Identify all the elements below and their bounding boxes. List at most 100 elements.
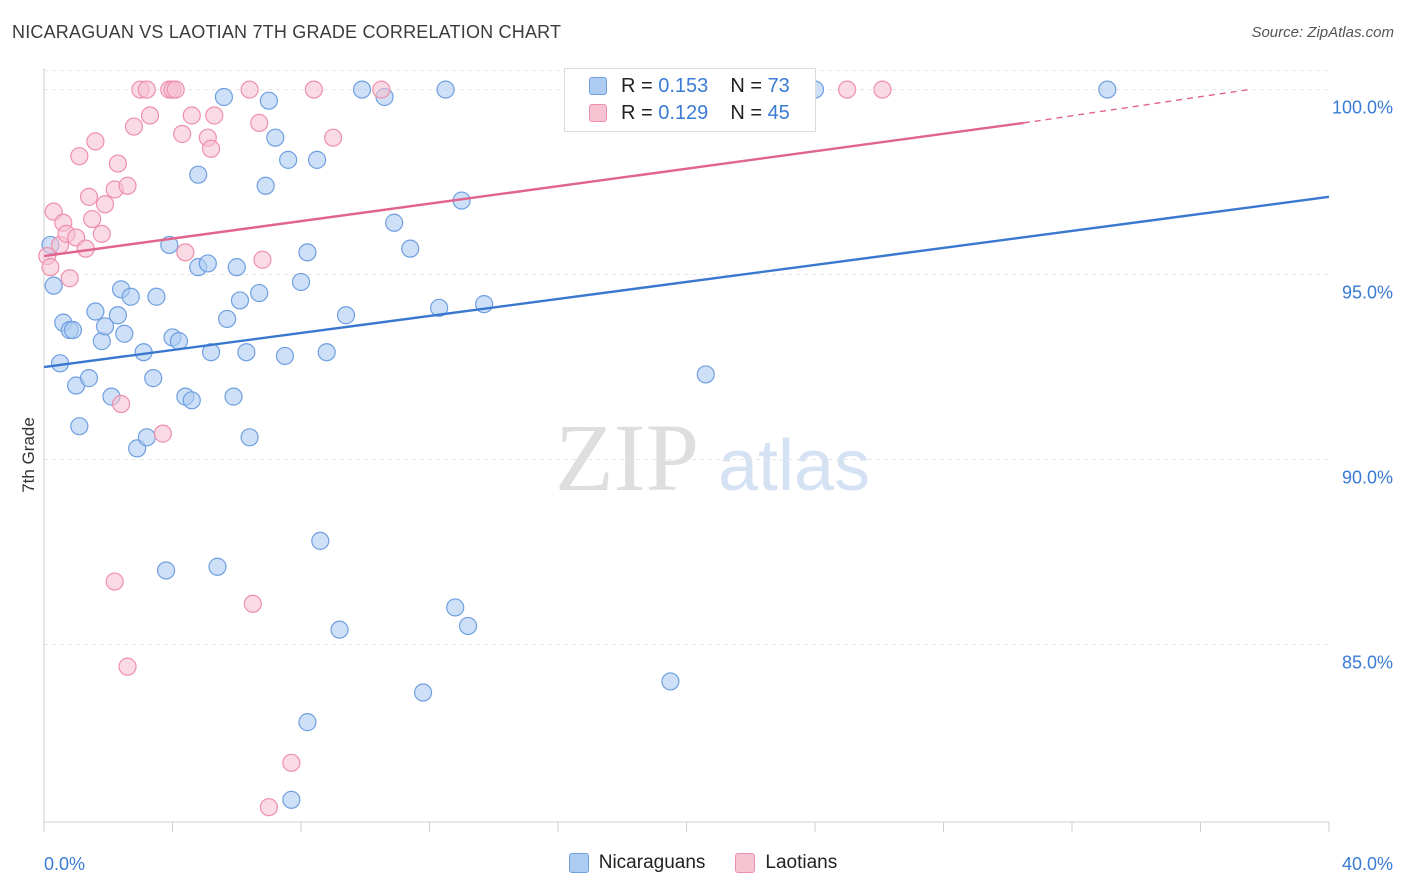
point-laotians	[372, 80, 391, 99]
point-nicaraguans	[224, 387, 243, 406]
point-laotians	[108, 154, 127, 173]
point-nicaraguans	[330, 620, 349, 639]
point-laotians	[95, 195, 115, 214]
point-nicaraguans	[311, 531, 330, 550]
point-laotians	[105, 572, 124, 591]
point-nicaraguans	[240, 428, 259, 447]
source-credit: Source: ZipAtlas.com	[1251, 24, 1394, 41]
point-laotians	[838, 80, 857, 99]
point-nicaraguans	[156, 561, 176, 580]
trend-line-laotians-extension	[1023, 88, 1249, 124]
point-nicaraguans	[147, 287, 166, 306]
trend-line-laotians	[43, 121, 1024, 258]
point-nicaraguans	[137, 428, 156, 447]
stats-legend: R = 0.153 N = 73 R = 0.129 N = 45	[564, 68, 816, 132]
legend-n-value: 73	[767, 74, 790, 97]
point-laotians	[111, 394, 131, 414]
point-nicaraguans	[279, 150, 298, 169]
legend-item-laotians: Laotians	[735, 852, 837, 874]
legend-n-label: N =	[730, 74, 768, 97]
legend-swatch-blue	[568, 853, 589, 873]
point-nicaraguans	[1098, 80, 1117, 99]
point-nicaraguans	[256, 176, 275, 195]
point-nicaraguans	[696, 365, 715, 384]
legend-r-label: R =	[621, 101, 659, 124]
point-laotians	[166, 80, 185, 99]
point-nicaraguans	[413, 683, 433, 702]
point-nicaraguans	[336, 306, 356, 325]
legend-n-label: N =	[730, 101, 768, 124]
point-nicaraguans	[214, 87, 233, 107]
watermark-zip: ZIP	[555, 404, 699, 511]
legend-n-value: 45	[767, 101, 790, 124]
point-nicaraguans	[458, 616, 478, 636]
point-laotians	[243, 594, 262, 613]
point-nicaraguans	[70, 417, 89, 436]
point-laotians	[873, 80, 892, 99]
point-laotians	[240, 80, 259, 99]
legend-swatch-blue	[589, 77, 607, 95]
legend-swatch-pink	[589, 104, 607, 122]
point-nicaraguans	[446, 598, 465, 617]
point-laotians	[83, 209, 102, 229]
point-laotians	[201, 139, 221, 158]
point-laotians	[60, 269, 79, 288]
point-nicaraguans	[250, 283, 269, 303]
point-nicaraguans	[218, 309, 237, 329]
y-tick-label: 85.0%	[1342, 652, 1393, 672]
series-legend: Nicaraguans Laotians	[0, 852, 1406, 874]
legend-r-value: 0.153	[658, 74, 709, 97]
point-nicaraguans	[144, 369, 163, 388]
point-laotians	[79, 187, 99, 206]
point-nicaraguans	[275, 346, 295, 366]
legend-label-nicaraguans: Nicaraguans	[598, 852, 706, 873]
point-nicaraguans	[182, 391, 201, 410]
point-nicaraguans	[317, 343, 336, 362]
chart-title: NICARAGUAN VS LAOTIAN 7TH GRADE CORRELAT…	[12, 22, 562, 42]
point-nicaraguans	[95, 317, 115, 336]
point-laotians	[118, 657, 137, 676]
point-nicaraguans	[259, 91, 278, 110]
y-tick-label: 95.0%	[1342, 283, 1393, 303]
point-nicaraguans	[298, 713, 317, 732]
point-nicaraguans	[227, 258, 246, 277]
point-nicaraguans	[169, 332, 189, 351]
point-nicaraguans	[198, 254, 217, 273]
point-laotians	[324, 128, 343, 147]
point-laotians	[153, 424, 172, 443]
legend-row-nicaraguans: R = 0.153 N = 73	[589, 73, 790, 99]
point-laotians	[205, 106, 224, 125]
point-nicaraguans	[436, 80, 455, 99]
y-tick-label: 90.0%	[1342, 467, 1393, 487]
point-nicaraguans	[108, 306, 127, 325]
point-nicaraguans	[661, 672, 680, 691]
point-nicaraguans	[385, 213, 404, 232]
point-nicaraguans	[208, 557, 227, 576]
y-axis-label: 7th Grade	[19, 417, 38, 493]
legend-row-laotians: R = 0.129 N = 45	[589, 100, 790, 126]
point-nicaraguans	[291, 272, 311, 292]
legend-item-nicaraguans: Nicaraguans	[568, 852, 706, 874]
point-laotians	[259, 798, 278, 817]
x-tick-label: 0.0%	[44, 854, 85, 874]
point-nicaraguans	[298, 243, 317, 262]
point-laotians	[304, 80, 323, 99]
point-nicaraguans	[230, 291, 250, 310]
point-laotians	[124, 117, 144, 136]
legend-label-laotians: Laotians	[765, 852, 838, 873]
point-nicaraguans	[63, 320, 83, 340]
point-laotians	[176, 243, 195, 262]
point-laotians	[86, 132, 105, 151]
point-nicaraguans	[282, 790, 301, 809]
point-nicaraguans	[121, 287, 140, 306]
point-nicaraguans	[352, 80, 372, 99]
point-nicaraguans	[86, 302, 105, 321]
point-nicaraguans	[44, 276, 63, 295]
watermark-atlas: atlas	[718, 426, 870, 506]
point-nicaraguans	[237, 343, 256, 362]
trend-line-nicaraguans	[43, 195, 1330, 369]
point-laotians	[182, 106, 201, 125]
x-tick-label: 40.0%	[1342, 854, 1393, 874]
point-nicaraguans	[307, 150, 327, 169]
